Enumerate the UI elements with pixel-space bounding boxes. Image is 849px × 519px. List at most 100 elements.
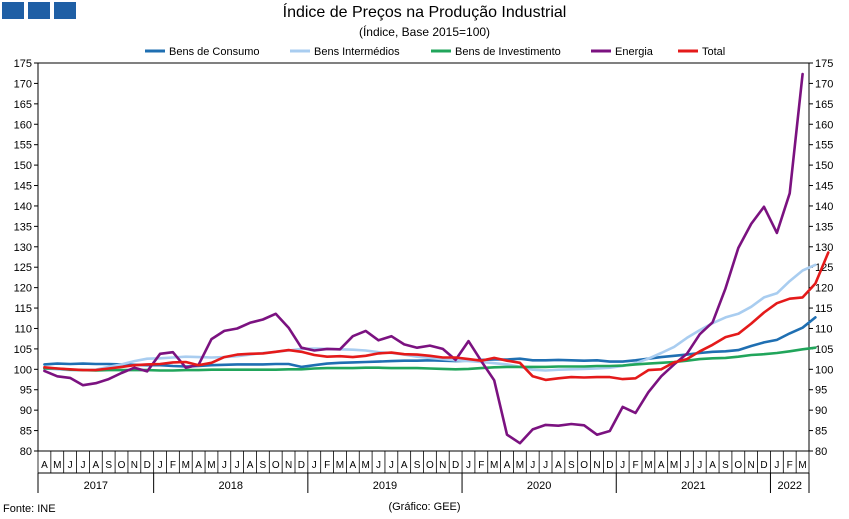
x-month-label: N [748,460,755,471]
x-month-label: M [670,460,678,471]
y-tick-label-left: 125 [14,262,32,274]
x-month-label: N [131,460,138,471]
legend-label: Energia [615,46,654,58]
source-note: Fonte: INE [3,503,56,515]
y-tick-label-left: 140 [14,201,32,213]
x-month-label: A [247,460,254,471]
x-month-label: A [504,460,511,471]
legend-label: Bens Intermédios [314,46,400,58]
y-tick-label-right: 160 [815,119,833,131]
x-month-label: J [620,460,625,471]
x-month-label: F [632,460,638,471]
y-tick-label-right: 90 [815,405,827,417]
plot-frame [37,62,810,452]
y-tick-label-right: 110 [815,323,833,335]
x-month-label: D [298,460,305,471]
y-tick-label-left: 120 [14,283,32,295]
y-tick-label-right: 165 [815,99,833,111]
x-month-label: J [466,460,471,471]
legend-label: Bens de Consumo [169,46,260,58]
y-tick-label-right: 155 [815,140,833,152]
y-tick-label-left: 165 [14,99,32,111]
x-month-label: A [349,460,356,471]
y-tick-label-left: 145 [14,181,32,193]
x-month-label: D [760,460,767,471]
x-month-label: S [260,460,267,471]
x-month-label: A [195,460,202,471]
y-tick-label-right: 100 [815,364,833,376]
y-tick-label-left: 115 [14,303,32,315]
y-tick-label-right: 115 [815,303,833,315]
x-month-label: J [222,460,227,471]
x-year-label: 2022 [777,480,801,492]
x-month-label: A [658,460,665,471]
x-month-label: M [516,460,524,471]
legend-label: Bens de Investimento [455,46,561,58]
x-year-label: 2018 [219,480,243,492]
x-month-label: J [774,460,779,471]
x-month-label: A [709,460,716,471]
y-tick-label-right: 175 [815,58,833,70]
y-tick-label-left: 150 [14,160,32,172]
x-month-label: J [80,460,85,471]
x-month-label: S [414,460,421,471]
series-line-total [43,251,830,382]
y-tick-label-right: 170 [815,78,833,90]
y-tick-label-right: 80 [815,446,827,458]
y-tick-label-left: 110 [14,323,32,335]
y-tick-label-right: 140 [815,201,833,213]
y-tick-label-left: 160 [14,119,32,131]
x-year-label: 2017 [84,480,108,492]
x-month-label: J [543,460,548,471]
x-month-label: D [606,460,613,471]
x-year-label: 2019 [373,480,397,492]
y-tick-label-left: 85 [20,426,32,438]
x-month-label: S [568,460,575,471]
x-month-label: J [235,460,240,471]
x-month-label: O [580,460,588,471]
x-month-label: F [478,460,484,471]
x-month-label: A [92,460,99,471]
x-month-label: O [734,460,742,471]
y-tick-label-left: 170 [14,78,32,90]
x-month-label: A [555,460,562,471]
x-year-label: 2021 [681,480,705,492]
y-tick-label-right: 95 [815,385,827,397]
x-month-label: J [684,460,689,471]
x-year-label: 2020 [527,480,551,492]
series-line-bens-de-investimento [43,346,817,372]
y-tick-label-right: 130 [815,242,833,254]
chart-credit: (Gráfico: GEE) [388,501,461,513]
y-tick-label-right: 85 [815,426,827,438]
series-line-bens-intermédios [43,263,817,372]
x-month-label: J [530,460,535,471]
y-tick-label-left: 135 [14,221,32,233]
x-month-label: D [452,460,459,471]
y-tick-label-left: 95 [20,385,32,397]
x-month-label: S [105,460,112,471]
x-month-label: M [336,460,344,471]
y-tick-label-left: 100 [14,364,32,376]
x-month-label: M [53,460,61,471]
x-month-label: M [644,460,652,471]
x-month-label: F [170,460,176,471]
y-tick-label-left: 130 [14,242,32,254]
x-month-label: M [798,460,806,471]
y-tick-label-left: 175 [14,58,32,70]
x-month-label: N [593,460,600,471]
x-month-label: O [118,460,126,471]
x-month-label: J [376,460,381,471]
x-month-label: A [41,460,48,471]
y-tick-label-right: 120 [815,283,833,295]
x-month-label: J [697,460,702,471]
x-month-label: A [401,460,408,471]
y-tick-label-left: 80 [20,446,32,458]
x-month-label: M [207,460,215,471]
y-tick-label-right: 135 [815,221,833,233]
y-tick-label-left: 90 [20,405,32,417]
series-line-energia [43,72,804,445]
x-month-label: N [285,460,292,471]
x-month-label: J [158,460,163,471]
x-month-label: M [490,460,498,471]
